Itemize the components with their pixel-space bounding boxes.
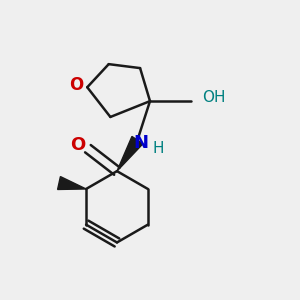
Text: H: H: [152, 141, 164, 156]
Text: O: O: [70, 76, 84, 94]
Text: N: N: [133, 134, 148, 152]
Text: OH: OH: [202, 90, 226, 105]
Polygon shape: [58, 177, 86, 190]
Text: O: O: [70, 136, 86, 154]
Polygon shape: [117, 136, 143, 171]
